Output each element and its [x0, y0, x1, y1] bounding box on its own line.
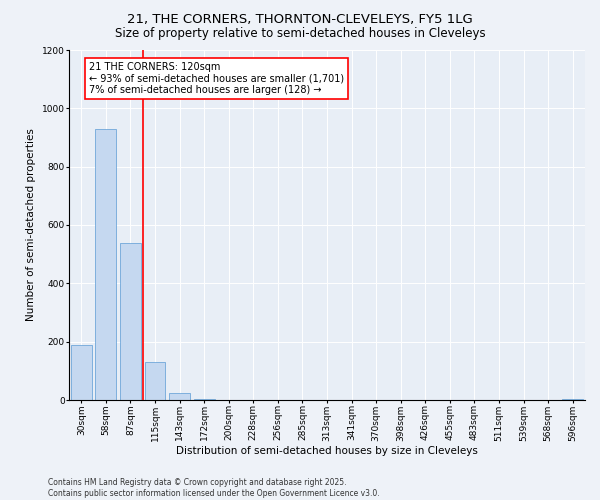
Bar	[562, 398, 583, 400]
Y-axis label: Number of semi-detached properties: Number of semi-detached properties	[26, 128, 36, 322]
Bar	[169, 392, 190, 400]
Bar	[194, 398, 215, 400]
Bar	[145, 362, 166, 400]
X-axis label: Distribution of semi-detached houses by size in Cleveleys: Distribution of semi-detached houses by …	[176, 446, 478, 456]
Text: Contains HM Land Registry data © Crown copyright and database right 2025.
Contai: Contains HM Land Registry data © Crown c…	[48, 478, 380, 498]
Bar	[95, 129, 116, 400]
Bar	[71, 344, 92, 400]
Text: Size of property relative to semi-detached houses in Cleveleys: Size of property relative to semi-detach…	[115, 28, 485, 40]
Bar	[120, 242, 141, 400]
Text: 21, THE CORNERS, THORNTON-CLEVELEYS, FY5 1LG: 21, THE CORNERS, THORNTON-CLEVELEYS, FY5…	[127, 12, 473, 26]
Text: 21 THE CORNERS: 120sqm
← 93% of semi-detached houses are smaller (1,701)
7% of s: 21 THE CORNERS: 120sqm ← 93% of semi-det…	[89, 62, 344, 95]
